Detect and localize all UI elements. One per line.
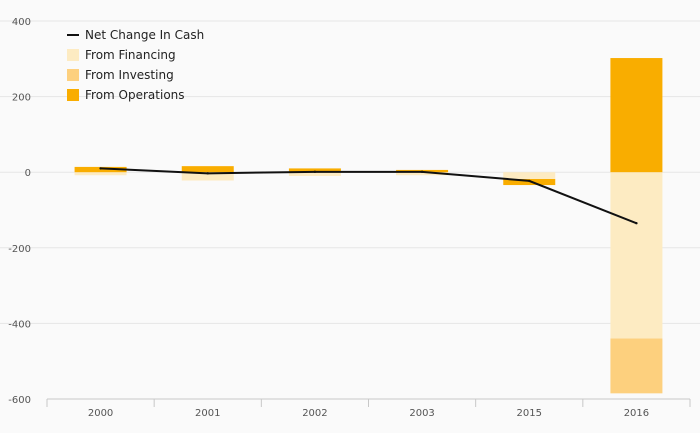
bar-from-financing-2001[interactable] <box>181 172 234 181</box>
bar-from-investing-2016[interactable] <box>610 338 663 394</box>
bar-from-financing-2015[interactable] <box>503 172 556 180</box>
legend-swatch-from-financing <box>67 49 79 61</box>
legend-swatch-from-investing <box>67 69 79 81</box>
x-tick-label: 2002 <box>302 408 327 419</box>
bars <box>74 58 663 394</box>
net-change-line-group <box>99 167 638 225</box>
legend-label-from-operations[interactable]: From Operations <box>85 88 185 102</box>
bar-from-operations-2002[interactable] <box>288 168 341 173</box>
x-tick-label: 2016 <box>624 408 649 419</box>
x-tick-label: 2001 <box>195 408 220 419</box>
x-tick-label: 2015 <box>517 408 542 419</box>
y-tick-label: -400 <box>8 319 31 330</box>
bar-from-financing-2000[interactable] <box>74 172 127 176</box>
x-axis: 2000 2001 2002 2003 2015 2016 <box>46 398 691 419</box>
bar-from-financing-2002[interactable] <box>288 172 341 176</box>
net-change-point[interactable] <box>206 172 209 175</box>
net-change-point[interactable] <box>635 222 638 225</box>
y-tick-label: 0 <box>25 168 31 179</box>
legend-label-net-change-in-cash[interactable]: Net Change In Cash <box>85 28 204 42</box>
legend-label-from-financing[interactable]: From Financing <box>85 48 176 62</box>
net-change-line[interactable] <box>100 167 637 225</box>
y-tick-label: -600 <box>8 395 31 406</box>
x-tick-label: 2003 <box>409 408 434 419</box>
bar-from-operations-2016[interactable] <box>610 58 663 173</box>
legend: Net Change In Cash From Financing From Inv… <box>67 28 204 102</box>
bar-from-operations-2001[interactable] <box>181 166 234 173</box>
net-change-point[interactable] <box>420 170 424 174</box>
x-tick-label: 2000 <box>88 408 113 419</box>
net-change-point[interactable] <box>99 167 102 170</box>
net-change-point[interactable] <box>313 170 317 174</box>
y-tick-label: 400 <box>12 17 31 28</box>
bar-from-financing-2003[interactable] <box>396 172 449 176</box>
y-axis: 400 200 0 -200 -400 -600 <box>8 17 31 406</box>
y-tick-label: -200 <box>8 244 31 255</box>
net-change-point[interactable] <box>528 179 531 183</box>
legend-label-from-investing[interactable]: From Investing <box>85 68 174 82</box>
bar-from-financing-2016[interactable] <box>610 172 663 339</box>
legend-swatch-from-operations <box>67 89 79 101</box>
y-tick-label: 200 <box>12 93 31 104</box>
